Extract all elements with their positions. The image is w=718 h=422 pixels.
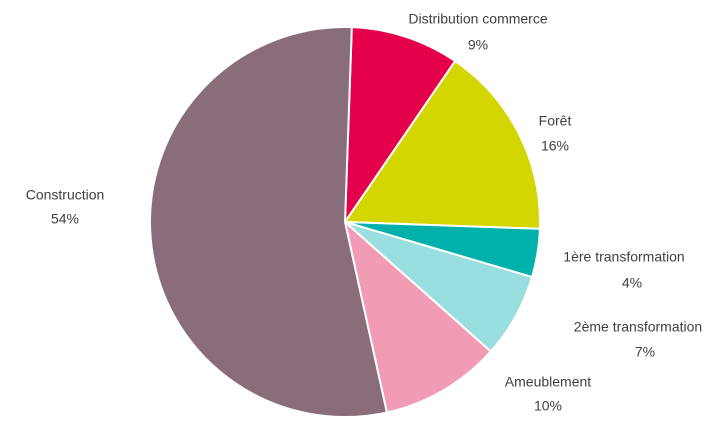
slice-value-label: 10% (534, 398, 562, 414)
slice-value-label: 54% (51, 211, 79, 227)
slice-value-label: 7% (635, 344, 655, 360)
slice-value-label: 9% (468, 37, 488, 53)
slice-label: 1ère transformation (563, 249, 684, 265)
pie-slice (344, 221, 492, 414)
pie-slice (344, 26, 457, 223)
slice-value-label: 4% (622, 275, 642, 291)
pie-slice (344, 60, 541, 230)
slice-label: Forêt (539, 113, 572, 129)
pie-slice (148, 26, 388, 418)
slice-value-label: 16% (541, 138, 569, 154)
slice-label: Distribution commerce (408, 11, 547, 27)
slice-label: 2ème transformation (574, 319, 702, 335)
slice-label: Ameublement (505, 374, 591, 390)
slice-label: Construction (26, 187, 105, 203)
